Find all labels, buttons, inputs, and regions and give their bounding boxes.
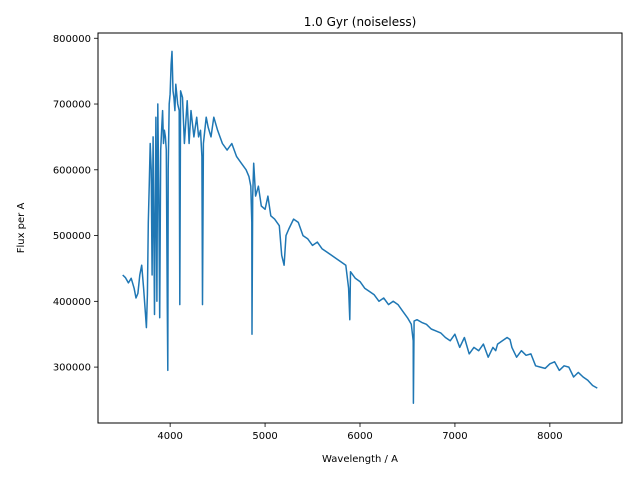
y-tick-label: 600000	[53, 165, 91, 176]
y-tick-label: 300000	[53, 363, 91, 374]
x-tick-label: 6000	[347, 431, 372, 442]
x-tick-label: 5000	[252, 431, 277, 442]
x-tick-label: 8000	[537, 431, 562, 442]
x-tick-label: 7000	[442, 431, 467, 442]
chart-title: 1.0 Gyr (noiseless)	[304, 15, 417, 29]
y-axis-label: Flux per A	[16, 203, 27, 254]
y-tick-label: 700000	[53, 100, 91, 111]
series-line	[122, 50, 598, 405]
x-ticks: 4000 5000 6000 7000 8000	[157, 423, 563, 442]
y-tick-label: 400000	[53, 297, 91, 308]
y-tick-label: 500000	[53, 231, 91, 242]
x-tick-label: 4000	[157, 431, 182, 442]
x-axis-label: Wavelength / A	[322, 454, 398, 465]
plot-area	[122, 50, 598, 405]
y-tick-label: 800000	[53, 34, 91, 45]
y-ticks: 300000 400000 500000 600000 700000 800000	[53, 34, 98, 374]
